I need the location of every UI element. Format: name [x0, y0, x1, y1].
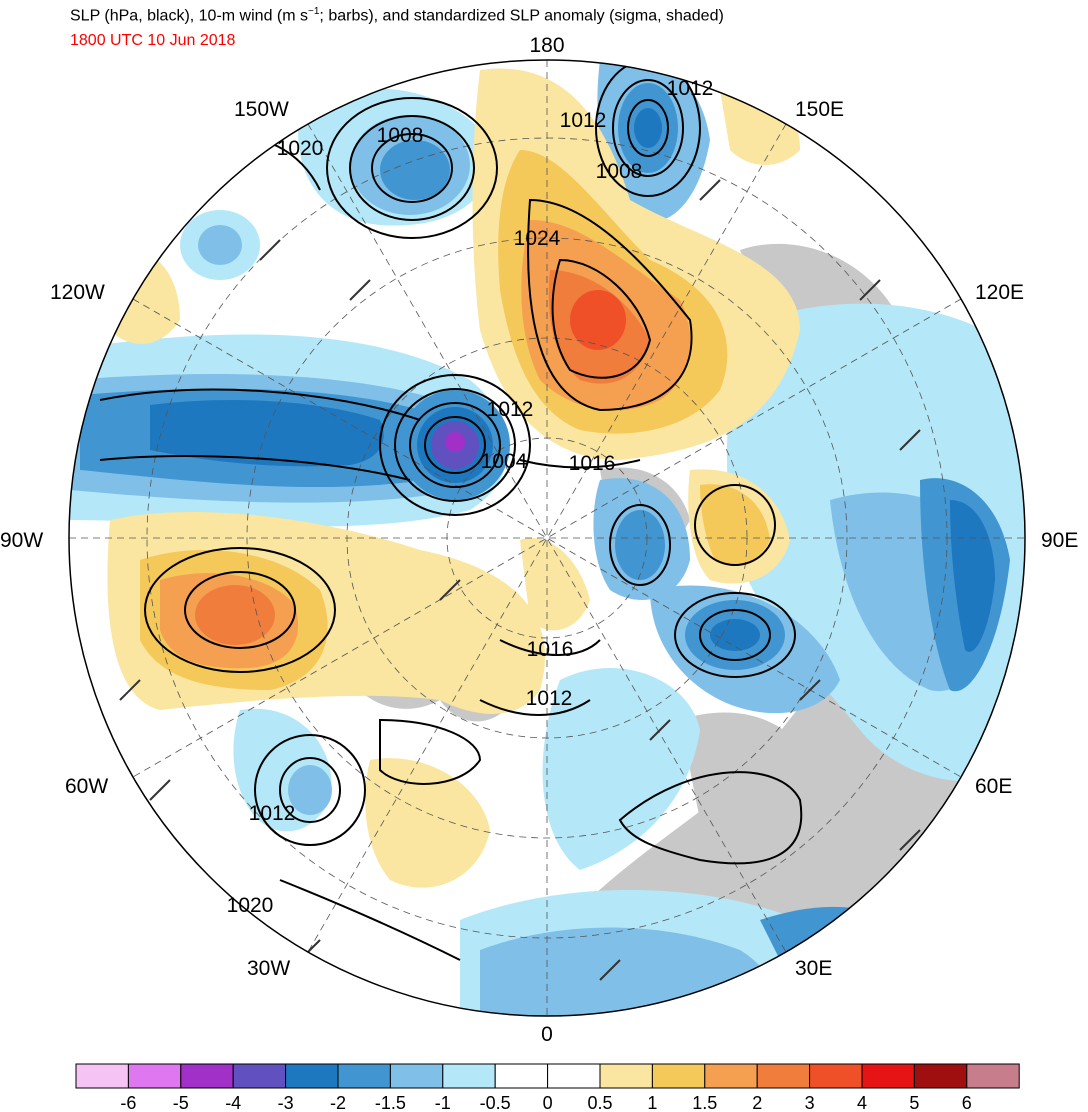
- colorbar-tick-label: 1: [647, 1093, 657, 1112]
- colorbar-tick-label: 4: [857, 1093, 867, 1112]
- contour-label: 1016: [527, 638, 574, 661]
- colorbar-tick-label: -4: [225, 1093, 241, 1112]
- contour-label: 1012: [526, 687, 573, 710]
- colorbar-tick-label: 0.5: [587, 1093, 612, 1112]
- wind-barbs: [119, 129, 921, 981]
- longitude-label: 0: [541, 1023, 553, 1046]
- colorbar-tick-label: 6: [962, 1093, 972, 1112]
- colorbar-swatch: [442, 1063, 496, 1089]
- longitude-label: 150E: [795, 98, 844, 121]
- colorbar-swatch: [180, 1063, 234, 1089]
- colorbar-tick-label: 0: [543, 1093, 553, 1112]
- longitude-label: 90W: [0, 529, 43, 552]
- colorbar-swatch: [494, 1063, 549, 1089]
- contour-label: 1012: [487, 398, 534, 421]
- colorbar-swatch: [966, 1063, 1020, 1089]
- colorbar-swatch: [75, 1063, 129, 1089]
- colorbar-tick-label: -0.5: [480, 1093, 511, 1112]
- colorbar-swatch: [389, 1063, 444, 1089]
- colorbar-swatch: [704, 1063, 758, 1089]
- colorbar-swatch: [861, 1063, 915, 1089]
- contour-label: 1008: [377, 124, 424, 147]
- contour-label: 1012: [249, 802, 296, 825]
- graticule: [69, 60, 1025, 1016]
- longitude-label: 120E: [975, 281, 1024, 304]
- colorbar-tick-label: -1.5: [375, 1093, 406, 1112]
- colorbar-tick-label: -3: [278, 1093, 294, 1112]
- longitude-label: 150W: [234, 98, 289, 121]
- colorbar-swatch: [285, 1063, 339, 1089]
- anomaly-negative: [69, 60, 1025, 1016]
- longitude-label: 30E: [795, 957, 832, 980]
- longitude-label: 120W: [50, 281, 105, 304]
- colorbar-tick-label: -2: [330, 1093, 346, 1112]
- contour-label: 1004: [481, 450, 528, 473]
- colorbar-tick-label: -1: [435, 1093, 451, 1112]
- colorbar-tick-label: 5: [909, 1093, 919, 1112]
- contour-label-group: 1012 1012 1008 1008 1020 1024 1012 1004 …: [227, 77, 714, 917]
- colorbar-swatch: [809, 1063, 863, 1089]
- longitude-label: 90E: [1041, 529, 1078, 552]
- valid-time: 1800 UTC 10 Jun 2018: [70, 32, 236, 49]
- anomaly-positive: [107, 68, 800, 888]
- longitude-label: 30W: [247, 957, 290, 980]
- colorbar-swatch: [337, 1063, 391, 1089]
- colorbar-tick-label: 1.5: [692, 1093, 717, 1112]
- chart-title: SLP (hPa, black), 10-m wind (m s−1; barb…: [70, 6, 724, 25]
- map-boundary: [68, 59, 1026, 1017]
- colorbar-swatch: [913, 1063, 968, 1089]
- colorbar-swatch: [127, 1063, 182, 1089]
- contour-label: 1020: [227, 894, 274, 917]
- colorbar-tick-label: 2: [752, 1093, 762, 1112]
- contour-label: 1012: [667, 77, 714, 100]
- longitude-label: 60W: [65, 775, 108, 798]
- colorbar-swatch: [651, 1063, 706, 1089]
- colorbar-swatch: [232, 1063, 287, 1089]
- colorbar-swatch: [547, 1063, 601, 1089]
- colorbar-swatch: [756, 1063, 811, 1089]
- longitude-label: 60E: [975, 775, 1012, 798]
- colorbar-tick-label: -5: [173, 1093, 189, 1112]
- map-field: [69, 60, 1025, 1016]
- contour-label: 1020: [277, 137, 324, 160]
- colorbar: -6 -5 -4 -3 -2 -1.5 -1 -0.5 0 0.5 1 1.5 2 3 4 5 6: [75, 1063, 1020, 1112]
- longitude-label-group: 180 150E 120E 90E 60E 30E 0 30W 60W 90W …: [0, 34, 1078, 1046]
- colorbar-tick-label: 3: [805, 1093, 815, 1112]
- colorbar-swatch: [599, 1063, 653, 1089]
- colorbar-tick-label: -6: [120, 1093, 136, 1112]
- contour-label: 1012: [560, 109, 607, 132]
- contour-label: 1016: [569, 452, 616, 475]
- longitude-label: 180: [529, 34, 564, 57]
- contour-label: 1024: [514, 227, 561, 250]
- contour-label: 1008: [596, 160, 643, 183]
- slp-contours: [99, 60, 803, 961]
